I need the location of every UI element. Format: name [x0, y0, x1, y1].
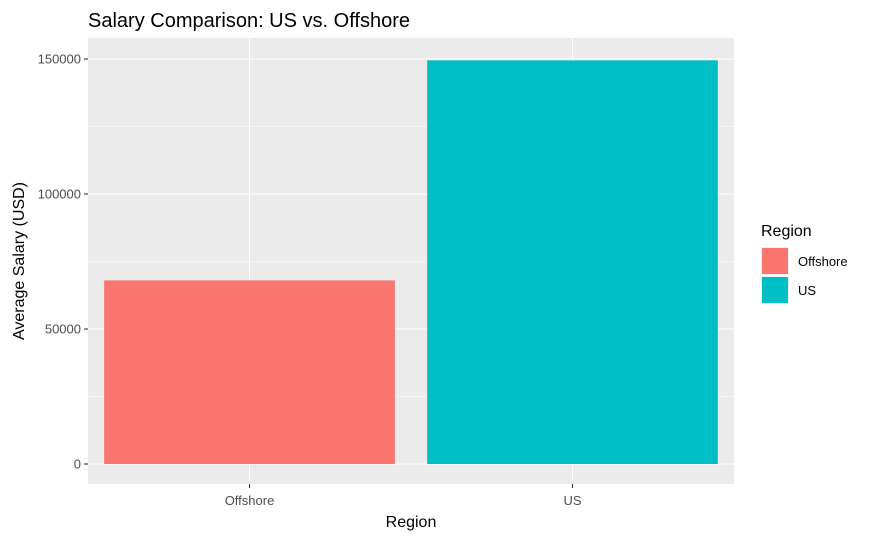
- y-axis-ticks: 0 50000 100000 150000: [38, 52, 88, 472]
- bar-offshore: [104, 280, 395, 464]
- legend-swatch-offshore: [762, 248, 788, 274]
- legend-label: US: [798, 283, 816, 298]
- chart-title: Salary Comparison: US vs. Offshore: [88, 10, 410, 32]
- bar-us: [427, 60, 718, 464]
- x-axis-ticks: Offshore US: [225, 484, 582, 508]
- legend-items: Offshore US: [761, 247, 848, 304]
- legend-title: Region: [761, 223, 812, 240]
- legend: Region Offshore US: [761, 223, 848, 304]
- x-tick-label: US: [563, 493, 581, 508]
- y-tick-label: 150000: [38, 52, 81, 67]
- y-tick-label: 50000: [45, 322, 81, 337]
- legend-swatch-us: [762, 277, 788, 303]
- y-axis-title: Average Salary (USD): [11, 182, 28, 340]
- legend-label: Offshore: [798, 254, 848, 269]
- bars: [104, 60, 718, 464]
- x-tick-label: Offshore: [225, 493, 275, 508]
- y-tick-label: 0: [74, 457, 81, 472]
- y-tick-label: 100000: [38, 187, 81, 202]
- x-axis-title: Region: [386, 514, 437, 531]
